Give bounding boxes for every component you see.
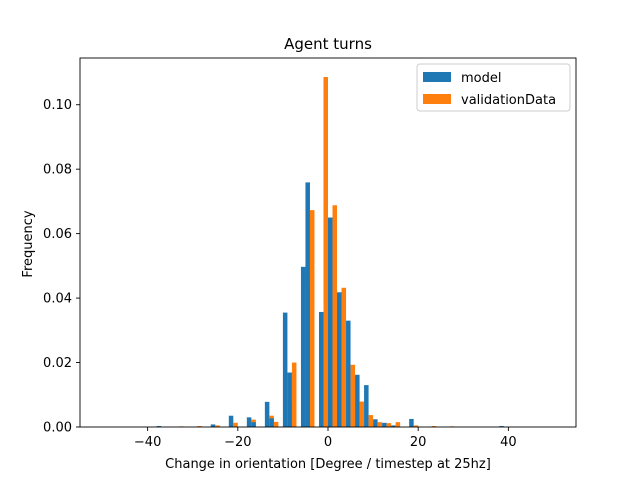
validation-bar xyxy=(395,422,401,427)
validation-bar xyxy=(359,401,365,427)
x-tick-label: 20 xyxy=(410,435,427,450)
validation-bar xyxy=(413,425,419,427)
model-bar xyxy=(156,426,162,427)
x-tick-label: −20 xyxy=(224,435,251,450)
y-tick-label: 0.06 xyxy=(43,227,72,242)
bars-group xyxy=(156,77,504,427)
model-bar xyxy=(382,422,387,427)
model-bar xyxy=(318,311,324,427)
validation-bar xyxy=(291,362,297,427)
model-bar xyxy=(251,422,256,427)
model-bar xyxy=(305,182,310,427)
validation-bar xyxy=(215,425,220,427)
model-bar xyxy=(287,372,292,427)
y-tick-label: 0.10 xyxy=(43,98,72,113)
x-axis-label: Change in orientation [Degree / timestep… xyxy=(165,457,491,472)
validation-bar xyxy=(332,205,338,427)
x-tick-label: 0 xyxy=(324,435,332,450)
validation-bar xyxy=(233,422,238,427)
model-legend-swatch xyxy=(423,72,451,82)
model-bar xyxy=(409,418,414,427)
model-bar xyxy=(364,385,369,427)
model-bar xyxy=(282,312,288,427)
model-bar xyxy=(210,424,216,427)
y-axis-label: Frequency xyxy=(21,210,36,277)
model-bar xyxy=(373,419,378,427)
y-tick-label: 0.08 xyxy=(43,163,72,178)
legend: model validationData xyxy=(416,63,571,112)
model-bar xyxy=(300,266,306,427)
chart-title: Agent turns xyxy=(284,35,372,53)
validation-bar xyxy=(309,210,315,427)
validation-bar xyxy=(273,421,279,427)
y-tick-label: 0.02 xyxy=(43,356,72,371)
model-bar xyxy=(355,374,360,427)
model-bar xyxy=(269,418,274,427)
validation-legend-swatch xyxy=(423,94,451,104)
model-bar xyxy=(346,320,351,427)
validation-bar xyxy=(350,364,356,427)
model-bar xyxy=(499,426,504,427)
model-legend-label: model xyxy=(461,71,501,86)
model-bar xyxy=(246,417,252,427)
model-bar xyxy=(228,415,234,427)
x-tick-label: 40 xyxy=(500,435,517,450)
validation-bar xyxy=(431,426,437,427)
validation-legend-label: validationData xyxy=(461,93,556,108)
y-tick-label: 0.04 xyxy=(43,292,72,307)
validation-bar xyxy=(386,423,392,427)
validation-bar xyxy=(341,287,347,427)
legend-box xyxy=(416,63,571,112)
y-tick-label: 0.00 xyxy=(43,421,72,436)
x-tick-label: −40 xyxy=(134,435,161,450)
model-bar xyxy=(337,292,342,427)
model-bar xyxy=(391,425,396,427)
validation-bar xyxy=(368,415,374,427)
model-bar xyxy=(264,401,270,427)
model-bar xyxy=(328,217,333,427)
axes-group: −40 −20 0 20 40 0.00 0.02 0.04 0.06 0.08 0.10 xyxy=(43,57,577,450)
validation-bar xyxy=(197,426,202,427)
validation-bar xyxy=(377,422,383,427)
validation-bar xyxy=(323,77,328,427)
